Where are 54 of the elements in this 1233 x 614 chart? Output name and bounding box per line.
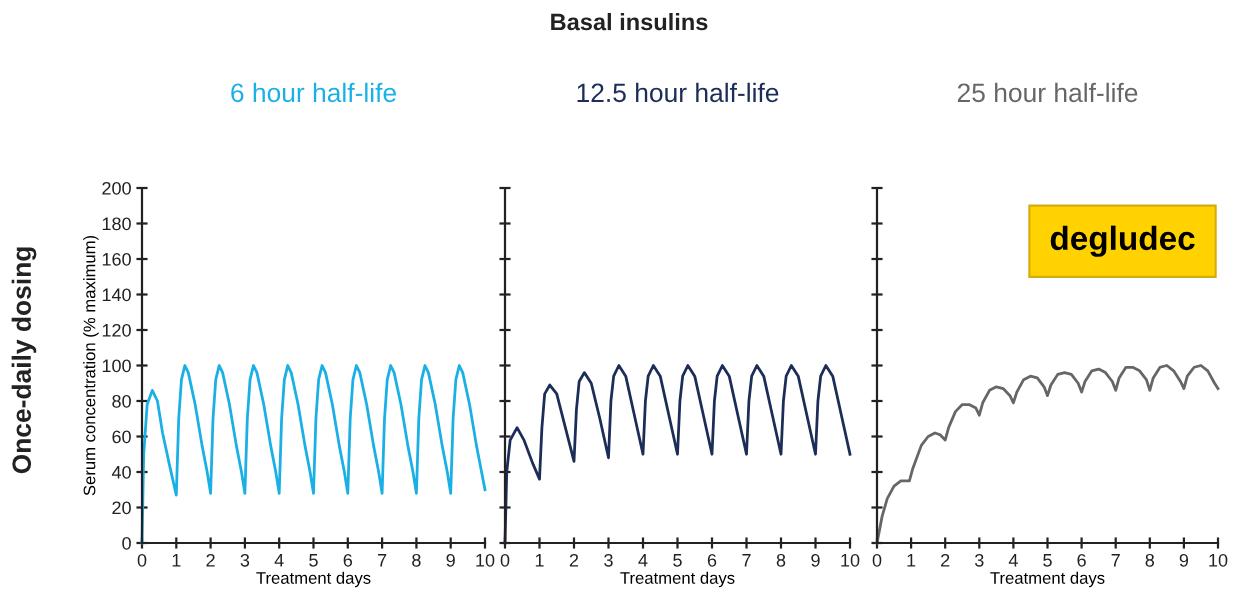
x-tick-label: 6 [1077,553,1086,567]
y-tick-label: 200 [102,181,131,195]
x-tick-label: 4 [1008,554,1018,567]
x-tick-label: 10 [1209,553,1228,567]
x-tick-label: 10 [476,553,495,567]
x-axis-title: Treatment days [620,571,735,588]
x-tick-label: 9 [1179,553,1189,567]
y-tick-label: 140 [102,288,131,302]
x-axis-title: Treatment days [256,571,371,588]
y-tick-label: 0 [122,536,131,550]
y-tick-label: 20 [112,501,131,515]
x-tick-label: 1 [535,554,544,567]
x-tick-label: 3 [240,553,250,567]
x-tick-label: 1 [907,554,916,567]
x-axis-title: Treatment days [990,571,1105,588]
chart-title: 6 hour half-life [231,82,396,103]
y-tick-label: 60 [112,430,131,444]
text: Basal insulins [551,13,708,31]
x-tick-label: 7 [742,554,751,567]
chart-title: 25 hour half-life [957,82,1138,103]
x-tick-label: 0 [872,553,882,567]
x-tick-label: 2 [206,553,215,567]
x-tick-label: 7 [1111,554,1120,567]
x-tick-label: 8 [412,553,421,567]
y-tick-label: 120 [102,323,131,337]
x-tick-label: 8 [776,553,786,567]
y-tick-label: 100 [102,359,131,373]
x-tick-label: 7 [378,554,387,567]
y-tick-label: 80 [112,394,131,408]
y-tick-label: 160 [102,252,131,266]
x-tick-label: 8 [1145,553,1155,567]
x-tick-label: 6 [707,553,717,567]
x-tick-label: 4 [274,554,284,567]
x-tick-label: 4 [638,554,648,567]
x-tick-label: 5 [673,554,682,567]
x-tick-label: 9 [446,553,455,567]
x-tick-label: 2 [941,553,950,567]
annotation: degludec [1050,225,1195,257]
x-tick-label: 3 [974,553,984,567]
x-tick-label: 0 [137,553,147,567]
y-tick-label: 180 [102,217,131,231]
x-tick-label: 3 [604,553,613,567]
x-tick-label: 2 [569,553,579,567]
y-tick-label: 40 [111,465,131,479]
x-tick-label: 9 [811,553,820,567]
x-tick-label: 5 [309,554,318,567]
x-tick-label: 1 [172,554,181,567]
x-tick-label: 0 [500,553,510,567]
text: Once-daily dosing [11,247,37,474]
x-tick-label: 5 [1043,554,1052,567]
x-tick-label: 10 [841,553,860,567]
y-axis-title: Serum concentration (% maximum) [83,235,99,496]
x-tick-label: 6 [343,553,353,567]
chart-title: 12.5 hour half-life [577,82,779,103]
